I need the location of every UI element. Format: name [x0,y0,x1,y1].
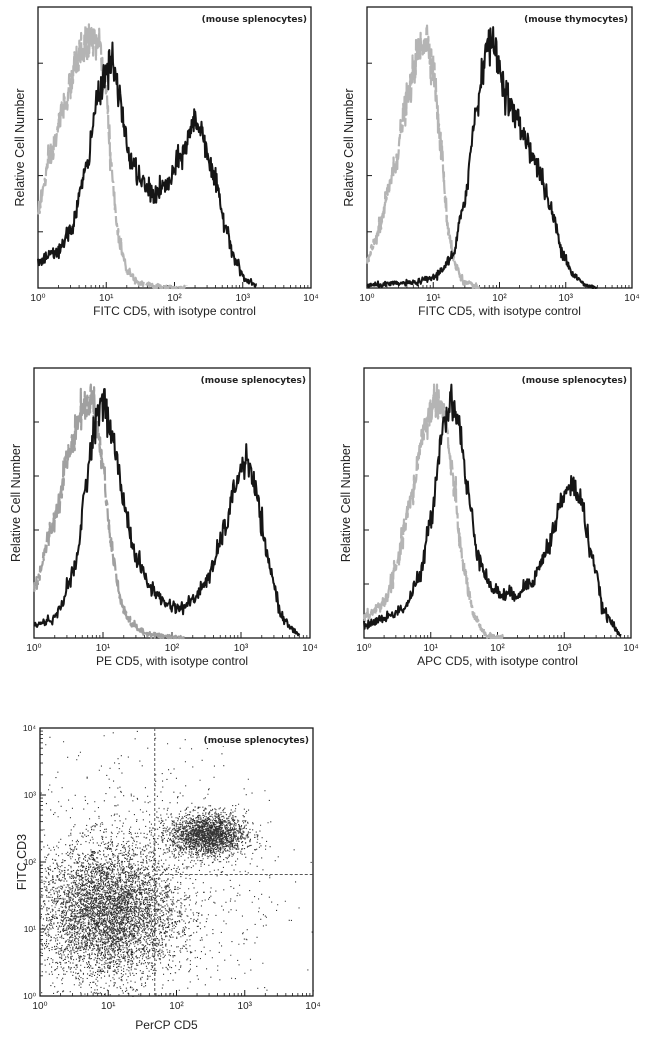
chart-panel-5: 10⁰ 10¹ 10² 10³ 10⁴ PerCP CD5 FITC CD3 10⁰ 10¹ 10… [15,723,321,1032]
isotype-control-histogram [36,23,188,290]
panel-label: (mouse thymocytes) [524,15,628,25]
x-tick-label: 10¹ [101,1001,116,1012]
isotype-control-histogram [362,383,504,640]
x-tick-label: 10⁰ [356,643,371,654]
y-axis-label: Relative Cell Number [339,444,353,562]
x-tick-label: 10¹ [426,293,441,304]
x-tick-label: 10⁴ [303,293,318,304]
x-tick-label: 10² [167,293,182,304]
y-axis-label: Relative Cell Number [342,88,356,206]
x-tick-label: 10⁰ [32,1001,47,1012]
isotype-control-histogram [366,24,481,290]
y-tick-label: 10³ [24,790,36,800]
x-tick-label: 10² [169,1001,184,1012]
chart-panel-3: (mouse splenocytes) 10⁰ 10¹ 10² 10³ 10⁴ PE CD5… [9,367,318,668]
x-tick-label: 10¹ [424,643,439,654]
x-tick-label: 10¹ [96,643,111,654]
x-axis-label: PE CD5, with isotype control [96,654,248,668]
population-dots [40,768,256,997]
x-tick-label: 10⁰ [26,643,41,654]
isotype-control-histogram [32,383,185,640]
x-tick-label: 10¹ [99,293,114,304]
population-dots [142,788,272,868]
x-tick-label: 10⁴ [302,643,317,654]
x-tick-label: 10⁴ [623,643,638,654]
population-2 [142,788,272,868]
panel-label: (mouse splenocytes) [204,736,309,746]
population-1 [40,768,256,997]
panel-label: (mouse splenocytes) [201,376,306,386]
x-tick-label: 10² [492,293,507,304]
chart-panel-4: (mouse splenocytes) 10⁰ 10¹ 10² 10³ 10⁴ APC CD… [339,367,639,668]
x-tick-label: 10³ [559,293,574,304]
scatter-points [40,730,314,997]
x-tick-label: 10³ [236,293,251,304]
x-axis-label: PerCP CD5 [135,1018,198,1032]
panel-label-backing [197,731,309,746]
plot-frame [363,367,632,639]
x-tick-label: 10⁴ [624,293,639,304]
x-axis-label: FITC CD5, with isotype control [93,304,256,318]
plot-frame [33,367,311,639]
chart-panel-2: (mouse thymocytes) 10⁰ 10¹ 10² 10³ 10⁴ FITC CD… [342,6,640,318]
chart-panel-1: (mouse splenocytes) 10⁰ 10¹ 10² 10³ 10⁴ FITC C… [13,6,319,318]
cd5-histogram [33,388,301,637]
cd5-histogram [363,383,622,637]
y-axis-label: Relative Cell Number [13,88,27,206]
x-tick-label: 10² [490,643,505,654]
x-axis-label: APC CD5, with isotype control [417,654,578,668]
cd5-histogram [366,26,598,289]
panel-label: (mouse splenocytes) [202,15,307,25]
x-tick-label: 10³ [238,1001,253,1012]
x-tick-label: 10² [165,643,180,654]
x-axis-label: FITC CD5, with isotype control [418,304,581,318]
y-tick-label: 10⁰ [23,991,36,1001]
x-tick-label: 10⁰ [30,293,45,304]
y-axis-label: FITC CD3 [15,834,29,890]
y-tick-label: 10¹ [24,924,36,934]
x-tick-label: 10⁴ [305,1001,320,1012]
cd5-histogram [37,41,258,288]
y-tick-label: 10⁴ [23,723,36,733]
y-tick-label: 10² [24,857,36,867]
x-tick-label: 10³ [234,643,249,654]
panel-label: (mouse splenocytes) [522,376,627,386]
plot-frame [366,6,633,289]
x-tick-label: 10⁰ [359,293,374,304]
x-tick-label: 10³ [557,643,572,654]
y-axis-label: Relative Cell Number [9,444,23,562]
